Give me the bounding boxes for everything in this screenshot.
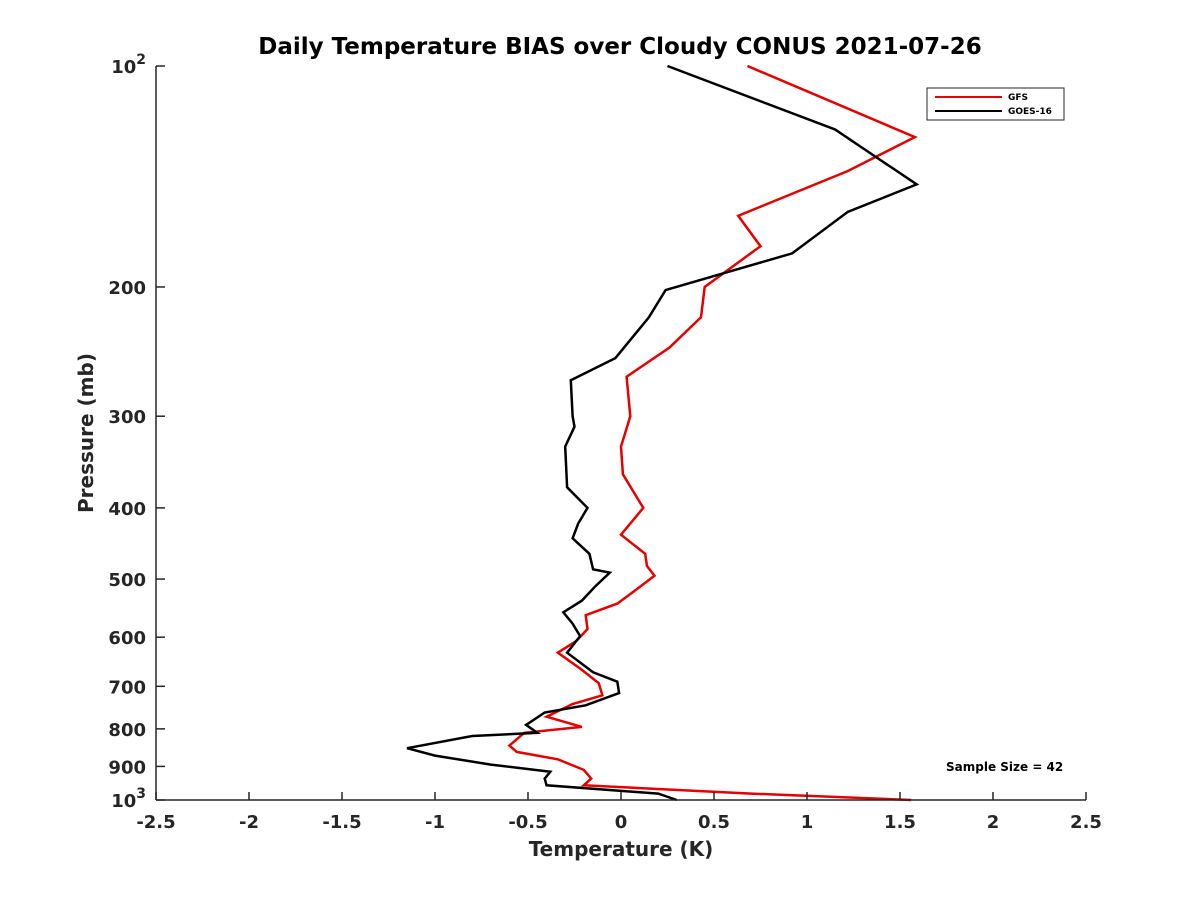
y-tick-label: 500 — [108, 570, 146, 591]
legend-label-goes16: GOES-16 — [1008, 107, 1052, 117]
y-tick-label: 200 — [108, 278, 146, 299]
x-tick-label: -1.5 — [322, 812, 361, 833]
y-axis-label: Pressure (mb) — [74, 353, 98, 513]
y-tick-label: 300 — [108, 407, 146, 428]
x-tick-label: 1 — [801, 812, 814, 833]
x-tick-label: -2.5 — [136, 812, 175, 833]
y-tick-label: 700 — [108, 677, 146, 698]
y-tick-label: 900 — [108, 757, 146, 778]
y-ticks: 102 200 300 400 500 600 700 800 900 103 — [108, 52, 165, 812]
x-tick-label: 0.5 — [698, 812, 730, 833]
sample-size-annotation: Sample Size = 42 — [946, 760, 1063, 774]
x-tick-label: 0 — [615, 812, 628, 833]
y-tick-label: 103 — [111, 786, 146, 812]
y-tick-label: 800 — [108, 720, 146, 741]
legend: GFS GOES-16 — [926, 87, 1065, 121]
axes: -2.5 -2 -1.5 -1 -0.5 0 0.5 1 1.5 2 2.5 102 200 300 40… — [108, 52, 1102, 833]
x-axis-label: Temperature (K) — [529, 837, 714, 861]
y-tick-label: 600 — [108, 628, 146, 649]
chart-title: Daily Temperature BIAS over Cloudy CONUS… — [258, 34, 981, 60]
x-ticks: -2.5 -2 -1.5 -1 -0.5 0 0.5 1 1.5 2 2.5 — [136, 792, 1102, 833]
x-tick-label: -1 — [425, 812, 445, 833]
legend-label-gfs: GFS — [1008, 93, 1028, 103]
x-tick-label: 2.5 — [1070, 812, 1102, 833]
y-tick-label: 400 — [108, 499, 146, 520]
x-tick-label: -0.5 — [508, 812, 547, 833]
x-tick-label: 2 — [987, 812, 1000, 833]
x-tick-label: 1.5 — [884, 812, 916, 833]
plot-lines — [406, 64, 920, 802]
legend-box — [926, 87, 1065, 121]
x-tick-label: -2 — [239, 812, 259, 833]
series-line-gfs — [507, 64, 918, 802]
series-line-goes16 — [406, 64, 920, 802]
y-tick-label: 102 — [111, 52, 146, 78]
